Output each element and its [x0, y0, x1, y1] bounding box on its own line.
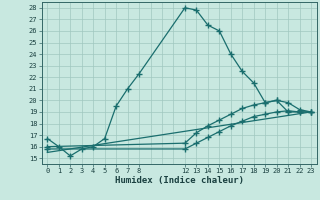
- X-axis label: Humidex (Indice chaleur): Humidex (Indice chaleur): [115, 176, 244, 185]
